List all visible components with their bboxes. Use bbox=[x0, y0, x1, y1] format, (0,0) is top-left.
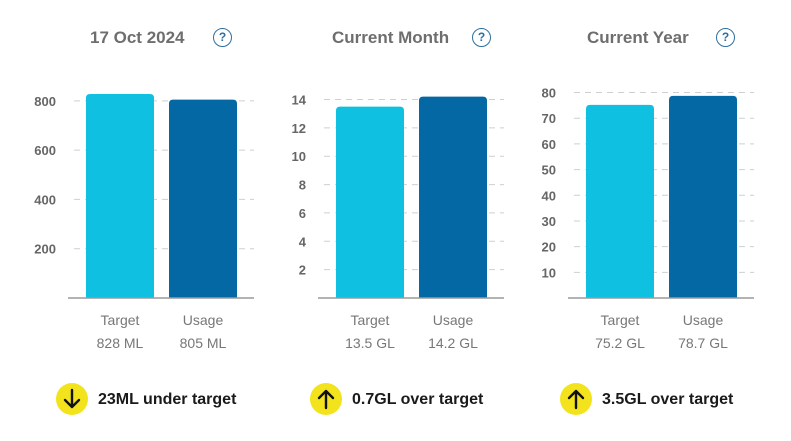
chart-title: 17 Oct 2024 bbox=[90, 28, 185, 47]
panel-daily: 17 Oct 2024 ? 200 400 600 800 Target 828 ML Us… bbox=[20, 0, 270, 441]
y-tick-label: 10 bbox=[292, 149, 306, 164]
y-tick-label: 400 bbox=[34, 192, 56, 207]
x-category-label: Target bbox=[101, 312, 140, 328]
bar-value-label: 828 ML bbox=[97, 335, 144, 351]
bar-chart-daily: 200 400 600 800 Target 828 ML Usage 805 ML bbox=[34, 93, 254, 351]
y-tick-label: 60 bbox=[542, 137, 556, 152]
bar-value-label: 14.2 GL bbox=[428, 335, 478, 351]
y-tick-label: 10 bbox=[542, 265, 556, 280]
y-tick-label: 30 bbox=[542, 214, 556, 229]
bar-value-label: 75.2 GL bbox=[595, 335, 645, 351]
bar-chart-month: 2 4 6 8 10 12 14 Target 13.5 GL Usage 14.2 GL bbox=[292, 93, 504, 351]
bar-target bbox=[86, 93, 154, 298]
y-tick-label: 200 bbox=[34, 242, 56, 257]
help-icon[interactable]: ? bbox=[716, 28, 735, 47]
x-category-label: Usage bbox=[683, 312, 724, 328]
bar-usage bbox=[419, 96, 487, 298]
y-tick-label: 800 bbox=[34, 94, 56, 109]
panel-year: Current Year ? 10 20 30 40 50 60 70 80 Target 75.… bbox=[520, 0, 770, 441]
help-icon[interactable]: ? bbox=[213, 28, 232, 47]
arrow-up-icon bbox=[310, 383, 342, 415]
bar-value-label: 78.7 GL bbox=[678, 335, 728, 351]
y-tick-label: 70 bbox=[542, 111, 556, 126]
bar-value-label: 13.5 GL bbox=[345, 335, 395, 351]
bar-chart-year: 10 20 30 40 50 60 70 80 Target 75.2 GL Usage 78.7 G… bbox=[542, 86, 754, 351]
y-tick-label: 50 bbox=[542, 163, 556, 178]
bar-target bbox=[586, 104, 654, 298]
arrow-down-icon bbox=[56, 383, 88, 415]
y-tick-label: 8 bbox=[299, 178, 306, 193]
status-text: 0.7GL over target bbox=[352, 391, 484, 408]
panel-header: Current Year ? bbox=[520, 28, 770, 52]
arrow-up-icon bbox=[560, 383, 592, 415]
y-tick-label: 40 bbox=[542, 188, 556, 203]
x-category-label: Usage bbox=[183, 312, 224, 328]
y-tick-label: 12 bbox=[292, 121, 306, 136]
status-text: 3.5GL over target bbox=[602, 391, 734, 408]
y-tick-label: 14 bbox=[292, 93, 307, 108]
y-tick-label: 20 bbox=[542, 240, 556, 255]
chart-title: Current Month bbox=[332, 28, 450, 47]
panel-header: Current Month ? bbox=[270, 28, 520, 52]
bar-target bbox=[336, 106, 404, 298]
x-category-label: Target bbox=[351, 312, 390, 328]
x-category-label: Target bbox=[601, 312, 640, 328]
status-text: 23ML under target bbox=[98, 391, 237, 408]
bar-usage bbox=[169, 99, 237, 298]
panel-month: Current Month ? 2 4 6 8 10 12 14 Target 13.5 GL U… bbox=[270, 0, 520, 441]
y-tick-label: 2 bbox=[299, 263, 306, 278]
y-tick-label: 80 bbox=[542, 86, 556, 101]
bar-usage bbox=[669, 95, 737, 298]
y-tick-label: 600 bbox=[34, 143, 56, 158]
x-category-label: Usage bbox=[433, 312, 474, 328]
y-tick-label: 6 bbox=[299, 206, 306, 221]
panel-header: 17 Oct 2024 ? bbox=[20, 28, 270, 52]
y-tick-label: 4 bbox=[299, 234, 307, 249]
help-icon[interactable]: ? bbox=[472, 28, 491, 47]
bar-value-label: 805 ML bbox=[180, 335, 227, 351]
chart-title: Current Year bbox=[587, 28, 689, 47]
